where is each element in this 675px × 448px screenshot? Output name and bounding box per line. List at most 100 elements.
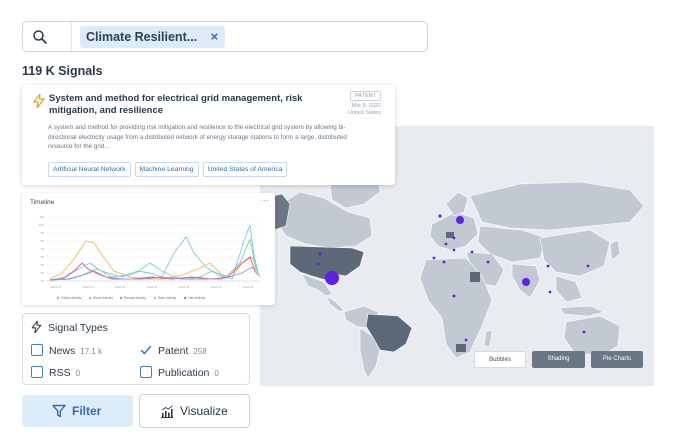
lightning-icon bbox=[33, 94, 45, 108]
timeline-panel: Timeline ··· 110 100 90 80 70 60 50 40 30 2 bbox=[22, 193, 275, 305]
svg-text:70: 70 bbox=[41, 247, 45, 251]
more-options-icon[interactable]: ··· bbox=[261, 196, 269, 205]
bubble-australia bbox=[582, 330, 586, 334]
news-checkbox[interactable] bbox=[31, 344, 43, 356]
map-bubbles bbox=[316, 214, 590, 342]
search-divider bbox=[71, 22, 72, 51]
option-publication[interactable]: Publication 0 bbox=[140, 366, 219, 379]
visualize-button[interactable]: Visualize bbox=[139, 394, 250, 428]
option-rss[interactable]: RSS 0 bbox=[31, 366, 80, 379]
map-highlight-south-africa bbox=[456, 344, 466, 352]
filter-button[interactable]: Filter bbox=[22, 395, 133, 427]
map-southeast-asia bbox=[555, 275, 583, 303]
bubble-spain bbox=[432, 256, 436, 260]
search-icon[interactable] bbox=[32, 29, 48, 45]
map-highlight-europe bbox=[446, 232, 454, 238]
svg-text:2021-05: 2021-05 bbox=[146, 285, 157, 289]
legend-like: Like Activity bbox=[188, 296, 206, 300]
bubble-germany bbox=[452, 236, 456, 240]
series-rebate bbox=[49, 266, 259, 281]
series-rate bbox=[49, 240, 259, 280]
bubble-argentina bbox=[464, 338, 468, 342]
tag-artificial-neural-network[interactable]: Artificial Neural Network bbox=[48, 162, 131, 177]
publication-count: 0 bbox=[214, 369, 219, 378]
timeline-title: Timeline bbox=[30, 199, 55, 206]
rss-count: 0 bbox=[75, 369, 81, 378]
series-like bbox=[49, 256, 257, 281]
tag-machine-learning[interactable]: Machine Learning bbox=[134, 162, 199, 177]
legend-follow: Follow Activity bbox=[61, 296, 82, 300]
signal-types-panel: Signal Types News 17.1 k Patent 258 RSS 0 P… bbox=[22, 313, 250, 385]
chip-remove-icon[interactable]: × bbox=[210, 29, 219, 44]
signal-types-heading: Signal Types bbox=[31, 320, 108, 334]
bubble-west-coast bbox=[316, 262, 320, 266]
series-share bbox=[49, 237, 261, 281]
bubble-mexico bbox=[325, 271, 339, 285]
signal-count: 119 K Signals bbox=[22, 64, 103, 78]
map-central-america bbox=[325, 295, 345, 313]
bubble-japan bbox=[586, 264, 590, 268]
map-mode-shading-button[interactable]: Shading bbox=[532, 351, 585, 368]
filter-label: Filter bbox=[72, 404, 102, 418]
bubble-egypt bbox=[442, 260, 446, 264]
search-chip[interactable]: Climate Resilient... × bbox=[80, 26, 226, 48]
publication-label: Publication bbox=[158, 367, 210, 379]
svg-text:50: 50 bbox=[41, 263, 45, 267]
timeline-chart: 110 100 90 80 70 60 50 40 30 2019-11 2020-05 202… bbox=[39, 215, 261, 300]
svg-text:30: 30 bbox=[41, 279, 45, 283]
map-madagascar bbox=[483, 329, 493, 347]
bubble-france bbox=[444, 242, 448, 246]
signal-card[interactable]: System and method for electrical grid ma… bbox=[22, 85, 395, 185]
map-china bbox=[539, 229, 611, 277]
option-patent[interactable]: Patent 258 bbox=[140, 344, 207, 357]
legend-rebate: Rebate Activity bbox=[124, 296, 146, 300]
map-highlight-middle-east bbox=[470, 272, 480, 282]
map-south-america-south bbox=[359, 327, 381, 379]
bubble-usa-west bbox=[318, 252, 322, 256]
signal-title[interactable]: System and method for electrical grid ma… bbox=[49, 93, 303, 116]
map-central-asia bbox=[477, 225, 547, 263]
chart-icon bbox=[161, 405, 173, 418]
svg-text:100: 100 bbox=[39, 223, 44, 227]
svg-text:2022-11: 2022-11 bbox=[243, 285, 254, 289]
patent-label: Patent bbox=[158, 345, 189, 357]
map-europe bbox=[429, 211, 479, 251]
svg-text:2020-11: 2020-11 bbox=[115, 285, 126, 289]
svg-text:2020-05: 2020-05 bbox=[82, 285, 93, 289]
news-label: News bbox=[49, 345, 76, 357]
lightning-icon bbox=[31, 320, 42, 334]
bubble-italy bbox=[452, 248, 456, 252]
svg-text:110: 110 bbox=[39, 215, 44, 219]
map-australia bbox=[563, 315, 621, 357]
checkmark-icon[interactable] bbox=[140, 344, 152, 356]
legend-rate: Rate Activity bbox=[158, 296, 176, 300]
bubble-iran bbox=[486, 260, 490, 264]
svg-text:80: 80 bbox=[41, 239, 45, 243]
map-scandinavia bbox=[445, 191, 469, 217]
option-news[interactable]: News 17.1 k bbox=[31, 344, 102, 357]
bubble-turkey bbox=[470, 250, 474, 254]
svg-text:2021-11: 2021-11 bbox=[179, 285, 190, 289]
news-count: 17.1 k bbox=[80, 347, 103, 356]
tag-united-states-of-america[interactable]: United States of America bbox=[202, 162, 288, 177]
bubble-southeast-asia bbox=[548, 290, 552, 294]
patent-count: 258 bbox=[193, 347, 207, 356]
rss-label: RSS bbox=[49, 367, 71, 379]
svg-text:2022-05: 2022-05 bbox=[210, 285, 221, 289]
rss-checkbox[interactable] bbox=[31, 366, 43, 378]
search-bar[interactable]: Climate Resilient... × bbox=[22, 21, 428, 52]
svg-text:40: 40 bbox=[41, 271, 45, 275]
bubble-uk bbox=[438, 214, 442, 218]
map-indonesia bbox=[559, 305, 605, 317]
map-mode-bubbles-button[interactable]: Bubbles bbox=[474, 351, 526, 368]
map-mode-pie-charts-button[interactable]: Pie Charts bbox=[591, 351, 643, 368]
bubble-india bbox=[522, 278, 530, 286]
filter-icon bbox=[52, 404, 66, 418]
search-chip-label: Climate Resilient... bbox=[86, 30, 198, 44]
bubble-south-africa bbox=[452, 294, 456, 298]
publication-checkbox[interactable] bbox=[140, 366, 152, 378]
signal-date: Mar 8, 2022 bbox=[351, 103, 381, 109]
signal-meta: Mar 8, 2022 United States bbox=[348, 103, 381, 117]
map-japan bbox=[609, 239, 621, 261]
